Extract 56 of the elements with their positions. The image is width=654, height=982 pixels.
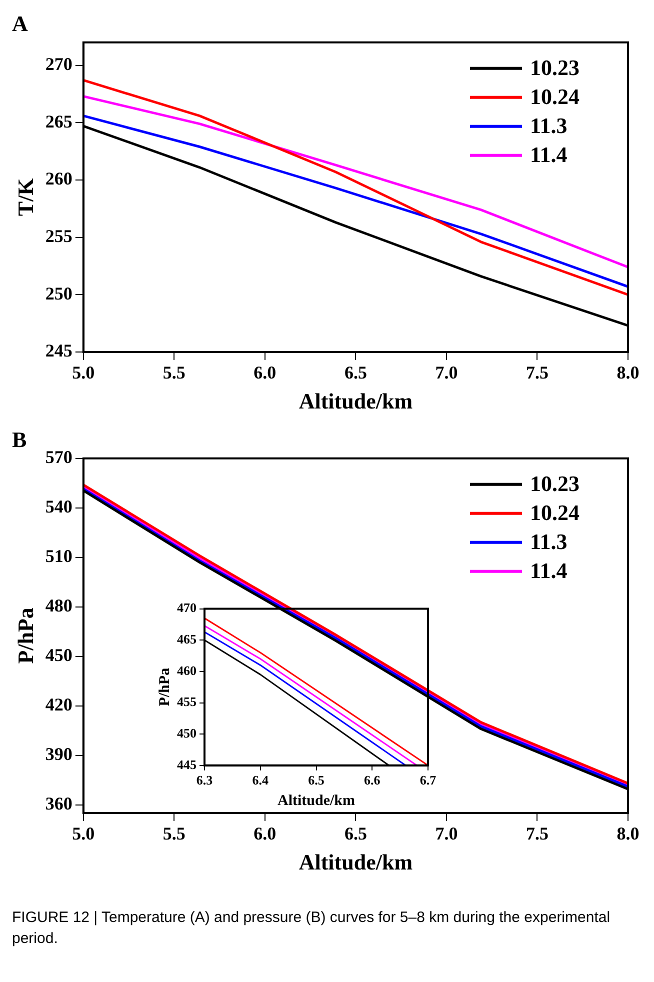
x-tick-label: 6.5 [344, 823, 367, 844]
x-tick-label: 6.0 [254, 362, 276, 382]
x-tick-label: 6.0 [254, 823, 276, 844]
chart-title: B [12, 426, 27, 452]
x-tick-label: 5.5 [162, 362, 186, 382]
y-tick-label: 445 [177, 756, 197, 772]
x-axis-title: Altitude/km [298, 388, 413, 414]
legend-label: 10.24 [530, 84, 580, 110]
x-tick-label: 8.0 [616, 362, 640, 382]
y-axis-title: P/hPa [156, 667, 173, 706]
x-tick-label: 7.5 [526, 823, 548, 844]
y-tick-label: 360 [45, 793, 72, 814]
x-tick-label: 6.5 [308, 772, 325, 788]
y-axis-title: P/hPa [12, 608, 38, 664]
x-tick-label: 5.5 [162, 823, 186, 844]
legend-label: 11.3 [530, 113, 568, 138]
y-tick-label: 540 [45, 496, 72, 517]
x-tick-label: 5.0 [72, 823, 95, 844]
x-tick-label: 6.5 [344, 362, 367, 382]
y-axis-title: T/K [12, 178, 38, 216]
y-tick-label: 480 [45, 595, 72, 616]
x-tick-label: 6.6 [364, 772, 381, 788]
legend-label: 11.3 [530, 529, 568, 554]
y-tick-label: 450 [45, 644, 72, 665]
x-tick-label: 6.4 [252, 772, 269, 788]
y-tick-label: 455 [177, 694, 197, 710]
y-tick-label: 460 [177, 662, 196, 678]
y-tick-label: 450 [177, 725, 196, 740]
legend-label: 10.24 [530, 500, 580, 526]
legend-label: 10.23 [530, 471, 580, 496]
x-tick-label: 5.0 [72, 362, 95, 382]
x-tick-label: 7.5 [526, 362, 548, 382]
y-tick-label: 470 [177, 600, 196, 616]
y-tick-label: 465 [177, 631, 197, 646]
y-tick-label: 570 [45, 447, 72, 468]
y-tick-label: 265 [45, 111, 72, 132]
x-tick-label: 6.3 [196, 772, 214, 788]
legend-label: 10.23 [530, 55, 580, 80]
legend-label: 11.4 [530, 142, 568, 168]
legend-label: 11.4 [530, 558, 568, 584]
y-tick-label: 250 [45, 283, 72, 304]
caption: FIGURE 12 | Temperature (A) and pressure (B) curves for 5–8 km during the experimental period. [12, 908, 612, 949]
chart-title: A [12, 10, 28, 36]
y-tick-label: 245 [45, 340, 72, 361]
y-tick-label: 390 [45, 744, 72, 764]
y-tick-label: 510 [45, 546, 72, 566]
y-tick-label: 255 [45, 226, 72, 246]
x-tick-label: 8.0 [616, 823, 640, 844]
x-axis-title: Altitude/km [277, 792, 356, 809]
y-tick-label: 420 [45, 694, 72, 714]
y-tick-label: 260 [45, 168, 72, 189]
x-tick-label: 7.0 [435, 362, 458, 382]
y-tick-label: 270 [45, 54, 72, 74]
x-axis-title: Altitude/km [298, 849, 413, 874]
x-tick-label: 7.0 [435, 823, 458, 844]
x-tick-label: 6.7 [420, 772, 437, 788]
